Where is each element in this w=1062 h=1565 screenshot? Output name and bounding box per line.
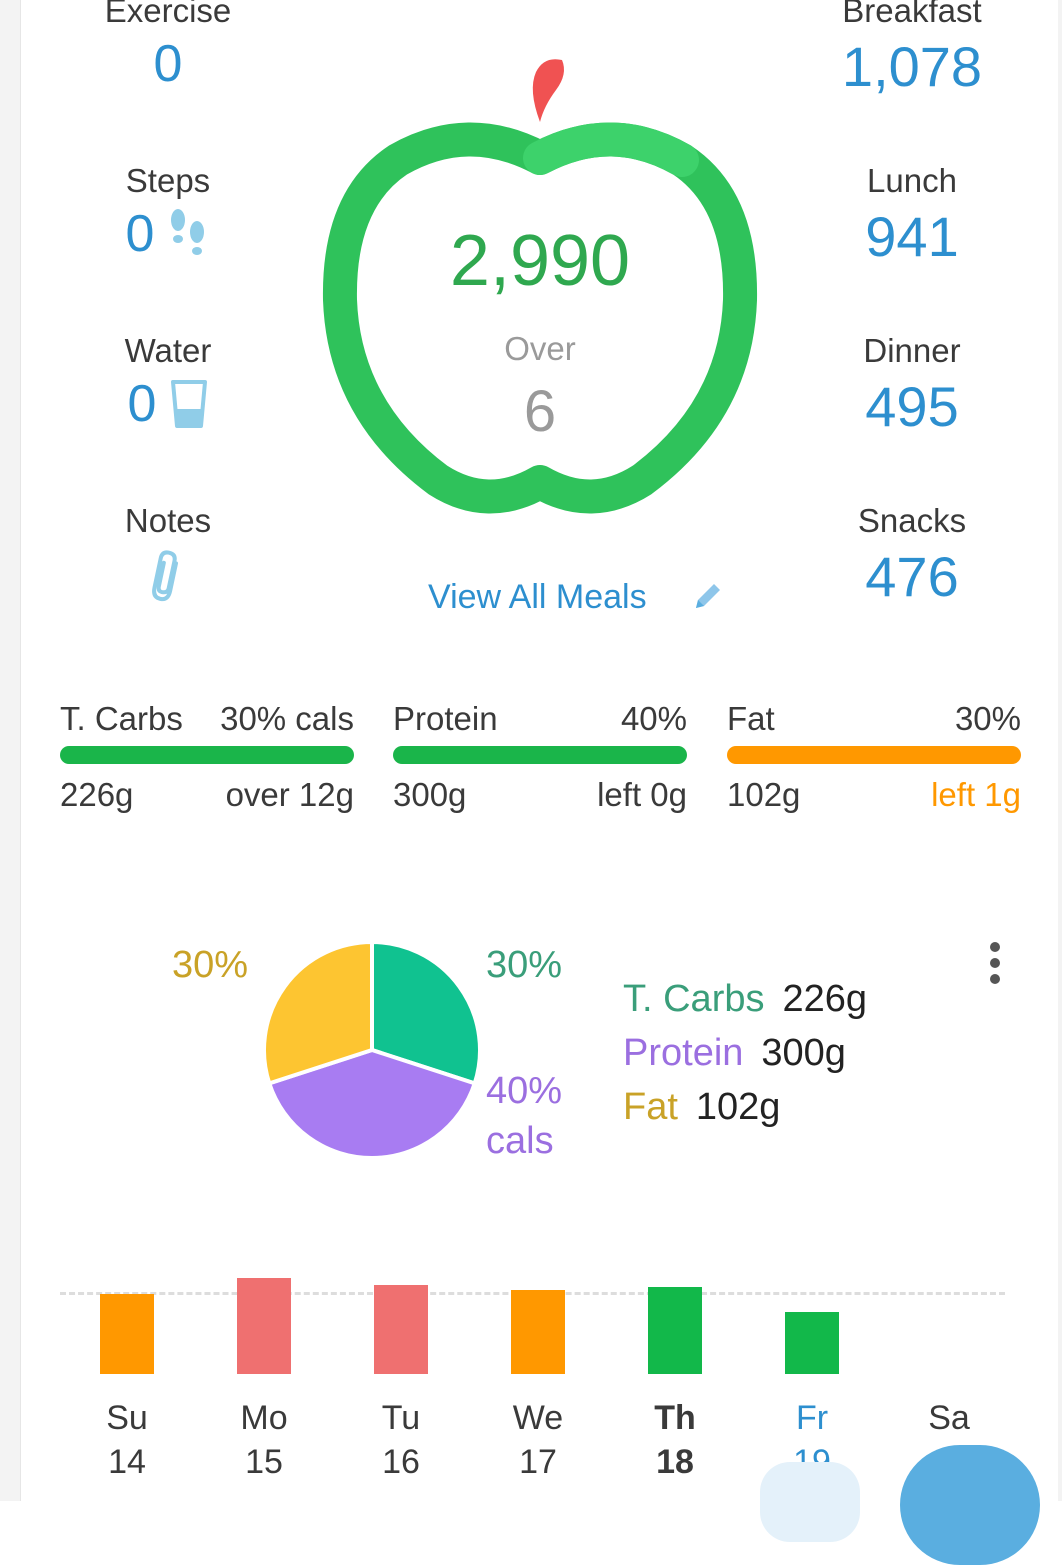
day-name: Tu [381,1399,421,1437]
secondary-fab-button[interactable] [760,1462,860,1542]
footsteps-icon [171,209,205,255]
exercise-label: Exercise [104,0,232,29]
steps-value: 0 [125,205,155,263]
steps-stat[interactable]: Steps 0 [48,162,288,264]
add-fab-button[interactable] [900,1445,1040,1565]
day-name: Mo [240,1399,288,1437]
day-bar-mo[interactable] [237,1278,291,1374]
macro-pie-svg [262,939,482,1160]
carbs-macro[interactable]: T. Carbs 30% cals 226g over 12g [60,700,354,814]
water-glass-icon [171,380,208,428]
pencil-icon[interactable] [690,580,724,614]
fat-grams: 102g [727,776,801,813]
day-name: Fr [795,1399,829,1437]
day-label-tu[interactable]: Tu 16 [351,1396,451,1484]
protein-grams: 300g [393,776,467,813]
pie-slice-protein [266,1047,478,1160]
pie-cals-label: cals [486,1120,554,1162]
more-vertical-icon[interactable] [980,938,1010,988]
day-date: 14 [108,1443,146,1481]
day-date: 15 [245,1443,283,1481]
calorie-over-label: Over [504,330,576,367]
dinner-stat[interactable]: Dinner 495 [792,332,1032,439]
pie-slice-t-carbs [370,939,482,1086]
day-name: Th [654,1399,696,1437]
notes-label: Notes [124,502,212,539]
day-bar-th[interactable] [648,1287,702,1374]
right-frame-edge [1058,0,1062,1501]
legend-protein-amount: 300g [761,1032,846,1074]
day-date: 16 [382,1443,420,1481]
snacks-label: Snacks [857,502,967,539]
breakfast-stat[interactable]: Breakfast 1,078 [792,0,1032,99]
carbs-status: over 12g [225,776,354,813]
day-date: 18 [656,1443,694,1481]
legend-fat-name: Fat [623,1086,678,1128]
water-value: 0 [127,375,157,433]
fat-macro[interactable]: Fat 30% 102g left 1g [727,700,1021,814]
lunch-stat[interactable]: Lunch 941 [792,162,1032,269]
day-bar-su[interactable] [100,1294,154,1374]
steps-label: Steps [125,162,211,199]
legend-carbs: T. Carbs 226g [623,978,867,1021]
view-all-meals-link[interactable]: View All Meals [428,578,647,616]
day-name: Su [106,1399,148,1437]
snacks-stat[interactable]: Snacks 476 [792,502,1032,609]
day-label-sa[interactable]: Sa [899,1396,999,1440]
exercise-value: 0 [153,35,183,93]
day-label-mo[interactable]: Mo 15 [214,1396,314,1484]
carbs-grams: 226g [60,776,134,813]
lunch-label: Lunch [867,162,957,199]
dinner-value: 495 [865,375,959,438]
day-bar-tu[interactable] [374,1285,428,1374]
pie-carbs-pct: 30% [486,944,563,986]
legend-carbs-amount: 226g [782,978,868,1020]
calorie-over-value: 6 [523,379,557,444]
day-name: We [512,1399,564,1437]
day-label-su[interactable]: Su 14 [77,1396,177,1484]
carbs-progress-bar [60,746,354,764]
fat-status: left 1g [931,776,1021,813]
legend-protein: Protein 300g [623,1032,846,1075]
breakfast-value: 1,078 [841,35,983,98]
carbs-pct: 30% cals [220,700,354,737]
protein-progress-bar [393,746,687,764]
pie-slice-fat [262,939,374,1086]
day-label-th[interactable]: Th 18 [625,1396,725,1484]
pie-fat-pct: 30% [172,944,249,986]
pie-protein-pct: 40% [486,1070,563,1112]
day-name: Sa [928,1399,970,1437]
notes-stat[interactable]: Notes [48,502,288,604]
dinner-label: Dinner [863,332,961,369]
fat-name: Fat [727,700,775,737]
day-bar-we[interactable] [511,1290,565,1374]
fat-pct: 30% [954,700,1021,737]
macro-pie-chart[interactable] [252,930,492,1170]
paperclip-icon [152,550,179,602]
protein-status: left 0g [597,776,687,813]
legend-fat: Fat 102g [623,1086,780,1129]
snacks-value: 476 [865,545,959,608]
day-date: 17 [519,1443,557,1481]
lunch-value: 941 [865,205,959,268]
fat-progress-bar [727,746,1021,764]
day-bar-fr[interactable] [785,1312,839,1374]
left-frame-edge [0,0,21,1501]
exercise-stat[interactable]: Exercise 0 [48,0,288,94]
protein-macro[interactable]: Protein 40% 300g left 0g [393,700,687,814]
calorie-total: 2,990 [449,221,631,301]
breakfast-label: Breakfast [842,0,982,29]
calorie-apple-ring[interactable] [318,50,762,530]
water-stat[interactable]: Water 0 [48,332,288,434]
legend-protein-name: Protein [623,1032,744,1074]
protein-pct: 40% [620,700,687,737]
apple-stem [532,59,564,122]
carbs-name: T. Carbs [60,700,183,737]
day-label-we[interactable]: We 17 [488,1396,588,1484]
legend-fat-amount: 102g [695,1086,781,1128]
weekly-calorie-bars: Su14Mo15Tu16We17Th18Fr19Sa [0,1260,1062,1501]
water-label: Water [124,332,212,369]
protein-name: Protein [393,700,498,737]
legend-carbs-name: T. Carbs [623,978,765,1020]
